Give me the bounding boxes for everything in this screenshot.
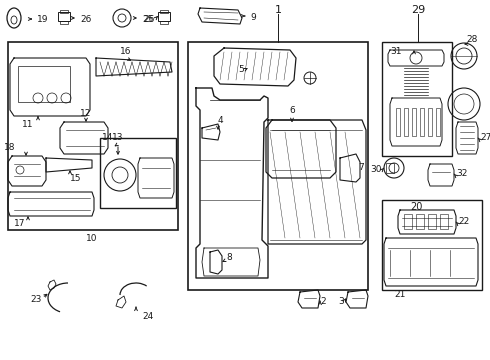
Bar bbox=[60, 10, 68, 13]
Text: 4: 4 bbox=[218, 116, 223, 125]
Text: 19: 19 bbox=[37, 15, 49, 24]
Bar bbox=[416, 214, 424, 229]
Bar bbox=[386, 163, 394, 173]
Text: 22: 22 bbox=[458, 217, 469, 226]
Bar bbox=[8, 42, 178, 230]
Bar bbox=[404, 108, 408, 136]
Bar bbox=[160, 21, 168, 24]
Text: 24: 24 bbox=[143, 312, 154, 321]
Bar bbox=[412, 108, 416, 136]
Bar bbox=[160, 10, 168, 13]
Bar bbox=[60, 21, 68, 24]
Text: 10: 10 bbox=[86, 234, 98, 243]
Bar bbox=[396, 108, 400, 136]
Bar bbox=[100, 138, 176, 208]
Text: 23: 23 bbox=[31, 296, 42, 305]
Text: 1: 1 bbox=[274, 5, 281, 15]
Text: 27: 27 bbox=[480, 134, 490, 143]
Bar bbox=[436, 108, 440, 136]
Bar bbox=[440, 214, 448, 229]
Text: 29: 29 bbox=[411, 5, 425, 15]
Text: 14: 14 bbox=[102, 133, 114, 142]
Bar bbox=[382, 42, 452, 156]
Text: 12: 12 bbox=[80, 109, 92, 118]
Bar bbox=[188, 42, 368, 290]
Bar bbox=[18, 66, 70, 102]
Text: 21: 21 bbox=[394, 290, 405, 299]
Bar bbox=[382, 200, 482, 290]
Bar bbox=[428, 108, 432, 136]
Text: 26: 26 bbox=[144, 14, 155, 23]
Text: 31: 31 bbox=[390, 48, 402, 57]
Text: 7: 7 bbox=[358, 163, 364, 172]
Text: 32: 32 bbox=[456, 170, 467, 179]
Text: 9: 9 bbox=[250, 13, 256, 22]
Text: 13: 13 bbox=[112, 133, 124, 142]
Text: 25: 25 bbox=[142, 14, 153, 23]
Text: 30: 30 bbox=[370, 166, 382, 175]
Text: 11: 11 bbox=[22, 120, 33, 129]
Bar bbox=[58, 12, 70, 21]
Bar bbox=[404, 214, 412, 229]
Text: 5: 5 bbox=[238, 66, 244, 75]
Text: 18: 18 bbox=[4, 143, 16, 152]
Text: 26: 26 bbox=[80, 14, 91, 23]
Text: 6: 6 bbox=[289, 106, 295, 115]
Text: 17: 17 bbox=[14, 219, 25, 228]
Text: 3: 3 bbox=[338, 297, 344, 306]
Text: 16: 16 bbox=[120, 47, 132, 56]
Text: 15: 15 bbox=[70, 174, 82, 183]
Bar bbox=[158, 12, 170, 21]
Text: 2: 2 bbox=[320, 297, 326, 306]
Text: 8: 8 bbox=[226, 253, 232, 262]
Bar bbox=[420, 108, 424, 136]
Bar bbox=[428, 214, 436, 229]
Text: 28: 28 bbox=[466, 36, 477, 45]
Text: 20: 20 bbox=[410, 202, 422, 212]
